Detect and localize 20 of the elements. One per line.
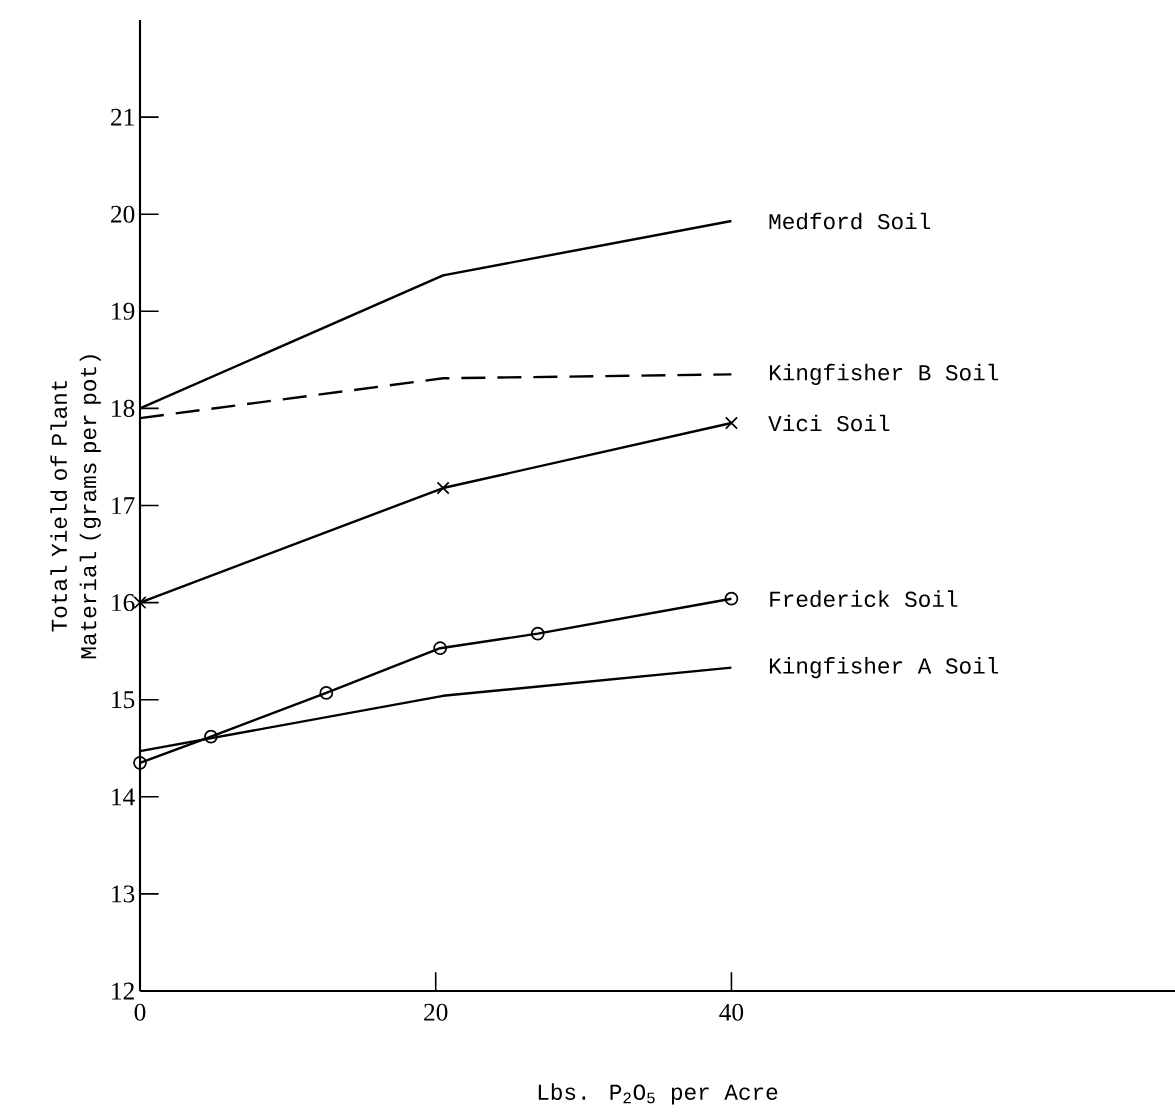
series-label: Medford Soil [769, 212, 931, 230]
y-tick-label: 18 [112, 399, 135, 417]
y-tick-label: 13 [112, 885, 135, 903]
y-tick-label: 21 [111, 108, 134, 126]
y-tick-label: 12 [112, 982, 134, 1000]
series-label: Vici Soil [768, 414, 890, 432]
y-tick-label: 17 [112, 497, 135, 514]
y-tick-label: 19 [112, 302, 135, 320]
series-label: Kingfisher B Soil [769, 363, 999, 385]
x-tick-label: 20 [424, 1003, 448, 1021]
y-axis-title: Total Yield of Plant Material (grams per pot) [50, 355, 101, 659]
y-tick-label: 14 [112, 788, 135, 806]
series-label: Kingfisher A Soil [769, 657, 999, 679]
y-tick-label: 16 [112, 594, 135, 612]
x-tick-label: 0 [134, 1003, 146, 1021]
y-tick-label: 15 [112, 691, 135, 709]
x-tick-label: 40 [719, 1003, 744, 1021]
series-label: Frederick Soil [770, 590, 958, 608]
x-axis-title: Lbs. P$_{2}$O$_{5}$ per Acre [538, 1083, 778, 1105]
y-tick-label: 20 [111, 205, 135, 223]
